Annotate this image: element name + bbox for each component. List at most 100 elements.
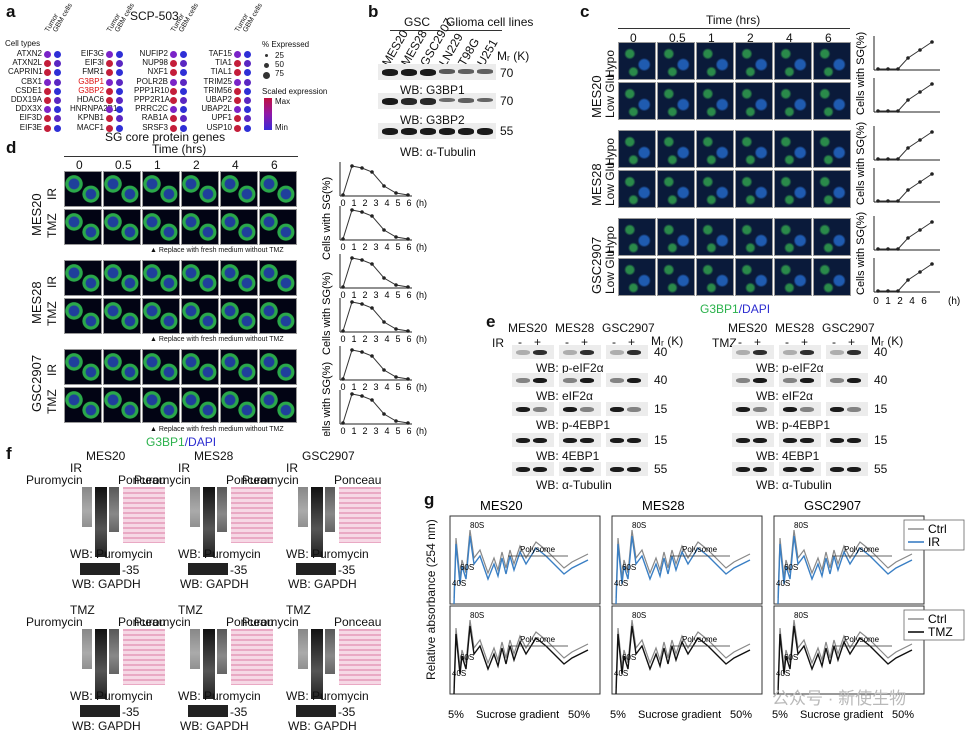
svg-text:40S: 40S: [614, 669, 628, 678]
svg-text:3: 3: [373, 334, 378, 344]
e-band: [830, 467, 844, 472]
blot-band: [477, 98, 493, 103]
e-line-MES28: MES28: [555, 321, 595, 335]
dot-gbm: [180, 115, 187, 123]
panel-d-label: d: [6, 138, 17, 157]
svg-text:0: 0: [873, 296, 879, 307]
f-puro-lane: [217, 487, 227, 532]
svg-text:2: 2: [362, 334, 367, 344]
f-marker: -35: [338, 705, 356, 719]
dot-tumor: [170, 51, 177, 58]
d-time: 1: [154, 158, 161, 172]
gene-EIF3I: EIF3I: [84, 58, 104, 68]
gene-MACF1: MACF1: [76, 122, 104, 132]
blot-g3bp1: [378, 64, 496, 80]
e-wb: WB: p-eIF2α: [536, 361, 604, 375]
d-note: ▲ Replace with fresh medium without TMZ: [150, 247, 284, 254]
pct-value: 25: [275, 51, 284, 60]
f-puro: Puromycin: [242, 473, 299, 487]
micrograph-cell: [181, 298, 219, 334]
f-wb-puro: WB: Puromycin: [70, 547, 153, 561]
c-time: 0: [630, 31, 637, 45]
gene-UPF1: UPF1: [211, 113, 232, 123]
blot-band: [477, 128, 493, 135]
pct-dot: [263, 63, 269, 68]
e-band: [563, 350, 577, 355]
f-ponceau: Ponceau: [334, 615, 382, 629]
micrograph-cell: [774, 42, 812, 80]
f-puro-lane: [82, 487, 92, 527]
b-wb-g3bp2: WB: G3BP2: [400, 113, 465, 127]
e-minus: -: [738, 335, 742, 349]
f-wb-puro: WB: Puromycin: [178, 547, 261, 561]
e-marker: 15: [654, 433, 668, 447]
micrograph-cell: [735, 218, 773, 256]
svg-text:3: 3: [373, 382, 378, 392]
dot-tumor: [106, 106, 113, 114]
micrograph-cell: [142, 171, 180, 207]
svg-text:5: 5: [395, 290, 400, 300]
micrograph-cell: [103, 298, 141, 334]
f-marker: -35: [122, 705, 140, 719]
e-band: [533, 350, 547, 355]
e-marker: 40: [874, 345, 888, 359]
dot-tumor: [170, 87, 177, 95]
blot-tubulin-b: [378, 123, 496, 139]
micrograph-cell: [774, 130, 812, 168]
d-cond-IR: IR: [45, 364, 59, 376]
dot-tumor: [170, 97, 177, 104]
svg-text:1: 1: [351, 382, 356, 392]
svg-text:2: 2: [362, 426, 367, 436]
e-marker: 55: [654, 462, 668, 476]
blot-band: [401, 69, 417, 76]
panel-d-time-bar: [64, 156, 298, 157]
e-band: [736, 467, 750, 472]
blot-band: [439, 98, 455, 102]
dot-gbm: [244, 51, 251, 58]
svg-text:2: 2: [362, 382, 367, 392]
dot-tumor: [44, 115, 51, 123]
micrograph-cell: [618, 170, 656, 208]
gene-POLR2B: POLR2B: [136, 76, 168, 86]
e-band: [847, 378, 861, 383]
micrograph-cell: [259, 209, 297, 245]
pct-dot: [264, 54, 268, 57]
dot-tumor: [234, 69, 241, 77]
svg-text:Polysome: Polysome: [844, 635, 880, 644]
e-band: [830, 378, 844, 383]
micrograph-cell: [813, 218, 851, 256]
micrograph-cell: [142, 298, 180, 334]
scaled-expression-title: Scaled expression: [262, 87, 328, 96]
panel-c-legend: G3BP1/DAPI: [700, 303, 770, 315]
dot-gbm: [180, 87, 187, 95]
f-gapdh-blot: [80, 563, 120, 575]
f-ponceau-stain: [123, 487, 165, 543]
f-wb-gapdh: WB: GAPDH: [288, 577, 357, 591]
svg-text:6: 6: [406, 290, 411, 300]
dot-tumor: [234, 97, 241, 104]
f-line-MES20: MES20: [86, 449, 126, 463]
dot-tumor: [106, 115, 113, 123]
micrograph-cell: [735, 130, 773, 168]
gsc-bracket: [390, 30, 440, 31]
dot-tumor: [234, 124, 241, 132]
svg-text:6: 6: [406, 382, 411, 392]
svg-text:(h): (h): [416, 426, 427, 436]
svg-text:2: 2: [362, 242, 367, 252]
svg-text:50%: 50%: [892, 709, 914, 721]
d-legend-dapi: /DAPI: [184, 435, 217, 449]
e-band: [736, 350, 750, 355]
dot-tumor: [234, 115, 241, 123]
micrograph-cell: [259, 298, 297, 334]
gene-RAB1A: RAB1A: [141, 113, 168, 123]
micrograph-cell: [735, 42, 773, 80]
e-treat-treat_left: IR: [492, 336, 504, 350]
svg-text:80S: 80S: [632, 611, 646, 620]
e-band: [516, 407, 530, 412]
f-puro-lane: [95, 629, 107, 699]
f-marker: -35: [338, 563, 356, 577]
gene-PPP2R1A: PPP2R1A: [134, 95, 171, 104]
c-cond-Hypo: Low Glu: [603, 161, 617, 206]
e-band: [580, 350, 594, 355]
dot-gbm: [244, 97, 251, 104]
